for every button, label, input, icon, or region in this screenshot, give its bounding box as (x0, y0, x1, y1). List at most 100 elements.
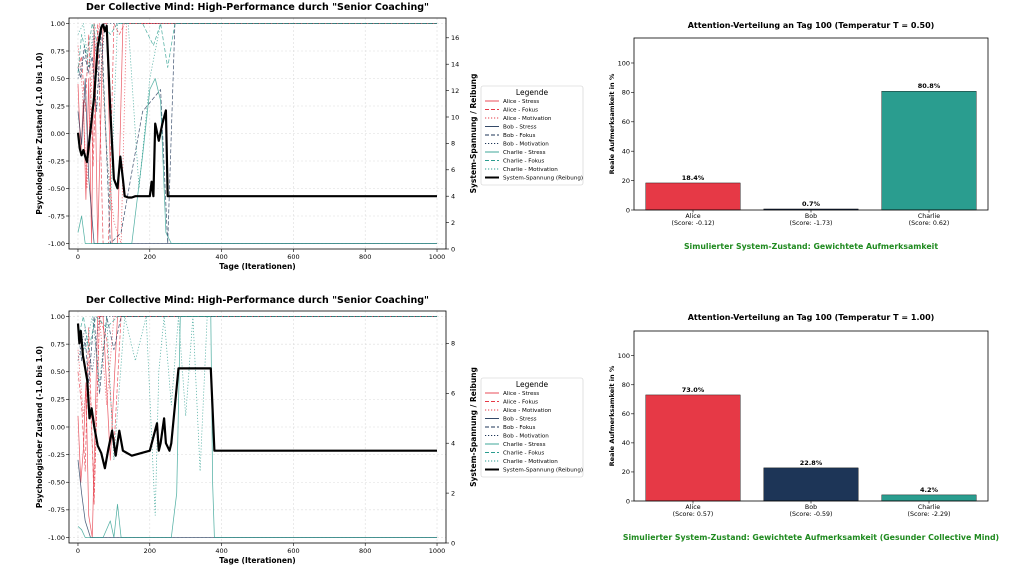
legend-label: Alice - Stress (503, 391, 539, 397)
category-label: Charlie (918, 504, 940, 511)
legend-title: Legende (516, 88, 549, 97)
x-tick-label: 600 (287, 547, 299, 555)
chart-caption: Simulierter System-Zustand: Gewichtete A… (623, 533, 999, 542)
series-line-charlie-stress (77, 316, 437, 538)
y-tick-label: 0.25 (51, 396, 65, 404)
x-tick-label: 600 (287, 253, 299, 261)
chart-title: Der Collective Mind: High-Performance du… (86, 2, 429, 13)
y-tick-label: 1.00 (51, 20, 65, 28)
legend: Legende Alice - Stress Alice - Fokus Alice … (480, 85, 584, 186)
x-tick-label: 200 (144, 253, 156, 261)
y2-axis-label: System-Spannung / Reibung (469, 367, 478, 487)
chart-title: Der Collective Mind: High-Performance du… (86, 295, 429, 306)
legend-label: Bob - Stress (503, 417, 537, 423)
y-tick-label: 60 (622, 410, 630, 418)
y2-tick-label: 2 (451, 489, 455, 497)
y-tick-label: 0 (626, 497, 630, 505)
legend-label: Bob - Motivation (503, 142, 549, 148)
x-tick-label: 800 (359, 253, 371, 261)
category-score-label: (Score: -2.29) (908, 511, 951, 518)
legend-label: Alice - Fokus (503, 400, 538, 406)
bar-value-label: 73.0% (682, 386, 705, 394)
y2-tick-label: 0 (451, 539, 455, 547)
bar-chart-4: Attention-Verteilung an Tag 100 (Tempera… (608, 313, 999, 542)
bar-value-label: 0.7% (802, 200, 821, 208)
legend-label: System-Spannung (Reibung) (503, 468, 583, 474)
series-line-system-spannung-reibung- (76, 323, 437, 470)
legend-title: Legende (516, 380, 549, 389)
y-tick-label: 40 (622, 147, 630, 155)
y2-tick-label: 14 (451, 61, 459, 69)
legend-box (480, 85, 584, 186)
category-label: Bob (805, 504, 817, 511)
y2-tick-label: 4 (451, 193, 455, 201)
plot-frame (633, 330, 989, 502)
y2-tick-label: 12 (451, 87, 459, 95)
x-tick-label: 1000 (429, 547, 446, 555)
series-line-alice-fokus (77, 316, 437, 505)
y2-tick-label: 0 (451, 245, 455, 253)
y2-tick-label: 2 (451, 219, 455, 227)
bar-value-label: 80.8% (918, 82, 941, 90)
category-label: Bob (805, 213, 817, 220)
x-axis-label: Tage (Iterationen) (219, 262, 295, 271)
legend-label: Charlie - Stress (503, 150, 546, 156)
bar-value-label: 4.2% (920, 486, 939, 494)
category-score-label: (Score: -1.73) (790, 220, 833, 227)
legend-label: Alice - Stress (503, 99, 539, 105)
chart-title: Attention-Verteilung an Tag 100 (Tempera… (688, 21, 935, 30)
bar-chart-2: Attention-Verteilung an Tag 100 (Tempera… (608, 21, 989, 251)
y-tick-label: 100 (618, 59, 630, 67)
y-tick-label: -0.50 (48, 479, 65, 487)
y-tick-label: -0.50 (48, 185, 65, 193)
y-tick-label: 0 (626, 206, 630, 214)
y-tick-label: 80 (622, 381, 630, 389)
y-axis-label: Reale Aufmerksamkeit in % (608, 365, 616, 466)
line-chart-1: Der Collective Mind: High-Performance du… (35, 2, 584, 271)
y-tick-label: 60 (622, 118, 630, 126)
legend-label: Bob - Stress (503, 125, 537, 131)
series-line-charlie-motivation (77, 23, 437, 211)
y-tick-label: 0.75 (51, 47, 65, 55)
series-line-bob-fokus (77, 23, 437, 244)
legend-label: Alice - Motivation (503, 408, 552, 414)
y2-tick-label: 6 (451, 390, 455, 398)
y-tick-label: -0.75 (48, 506, 65, 514)
category-score-label: (Score: 0.57) (673, 511, 714, 518)
series-group (76, 23, 437, 244)
x-tick-label: 0 (76, 547, 80, 555)
y-tick-label: 20 (622, 177, 630, 185)
x-tick-label: 400 (215, 253, 227, 261)
x-tick-label: 0 (76, 253, 80, 261)
legend-label: Bob - Fokus (503, 133, 535, 139)
bar-alice (645, 182, 741, 211)
legend-label: Alice - Motivation (503, 116, 552, 122)
plot-frame (633, 37, 989, 211)
series-line-charlie-stress (77, 78, 437, 244)
legend-label: Charlie - Stress (503, 442, 546, 448)
y-tick-label: -0.75 (48, 212, 65, 220)
y2-tick-label: 16 (451, 34, 459, 42)
series-line-alice-motivation (77, 23, 437, 244)
legend-label: Charlie - Motivation (503, 167, 558, 173)
legend-box (480, 377, 584, 478)
chart-title: Attention-Verteilung an Tag 100 (Tempera… (688, 313, 935, 322)
series-line-system-spannung-reibung- (76, 23, 437, 199)
chart-caption: Simulierter System-Zustand: Gewichtete A… (684, 242, 938, 251)
category-score-label: (Score: -0.59) (790, 511, 833, 518)
y-tick-label: -1.00 (48, 240, 65, 248)
y-tick-label: 100 (618, 352, 630, 360)
series-line-charlie-fokus (77, 23, 437, 74)
series-line-alice-motivation (77, 316, 437, 494)
y-tick-label: 20 (622, 468, 630, 476)
series-line-bob-motivation (77, 23, 437, 90)
category-score-label: (Score: 0.62) (909, 220, 950, 227)
y-axis-label: Psychologischer Zustand (-1.0 bis 1.0) (35, 52, 44, 214)
x-tick-label: 1000 (429, 253, 446, 261)
legend: Legende Alice - Stress Alice - Fokus Alice … (480, 377, 584, 478)
bar-alice (645, 394, 741, 502)
x-tick-label: 400 (215, 547, 227, 555)
y-tick-label: 0.00 (51, 130, 65, 138)
legend-label: Alice - Fokus (503, 108, 538, 114)
